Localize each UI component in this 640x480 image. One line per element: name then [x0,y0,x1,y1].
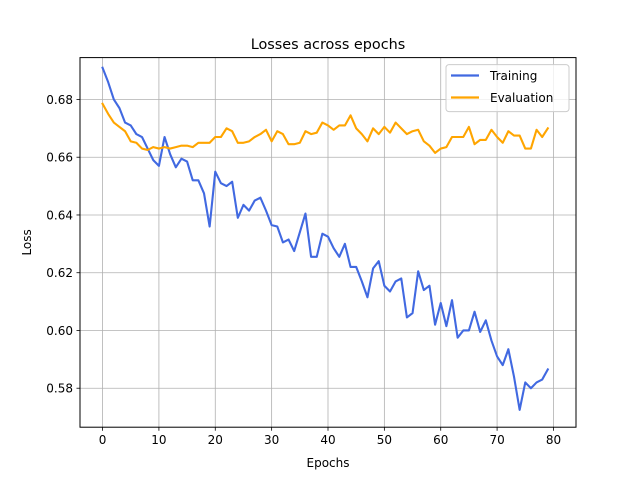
x-tick-label: 40 [320,433,335,447]
x-tick-label: 50 [377,433,392,447]
x-tick-label: 20 [208,433,223,447]
x-tick-label: 60 [433,433,448,447]
series-line-training [101,66,550,411]
series-line-evaluation [101,102,550,154]
chart-title: Losses across epochs [251,37,406,53]
x-tick-label: 0 [99,433,107,447]
y-tick-label: 0.64 [46,208,73,222]
series-layer [101,66,550,411]
x-tick-label: 80 [546,433,561,447]
x-axis: 0 10 20 30 40 50 60 70 80 [99,427,561,447]
y-tick-label: 0.62 [46,266,73,280]
legend-label-evaluation: Evaluation [490,91,553,105]
y-tick-label: 0.58 [46,382,73,396]
grid [80,57,576,428]
y-tick-label: 0.66 [46,151,73,165]
legend-label-training: Training [489,69,537,83]
legend: Training Evaluation [445,64,570,113]
y-axis-label: Loss [20,229,34,255]
x-tick-label: 30 [264,433,279,447]
x-tick-label: 10 [151,433,166,447]
y-axis: 0.58 0.60 0.62 0.64 0.66 0.68 [46,93,80,396]
x-tick-label: 70 [489,433,504,447]
y-tick-label: 0.68 [46,93,73,107]
y-tick-label: 0.60 [46,324,73,338]
x-axis-label: Epochs [307,456,350,470]
